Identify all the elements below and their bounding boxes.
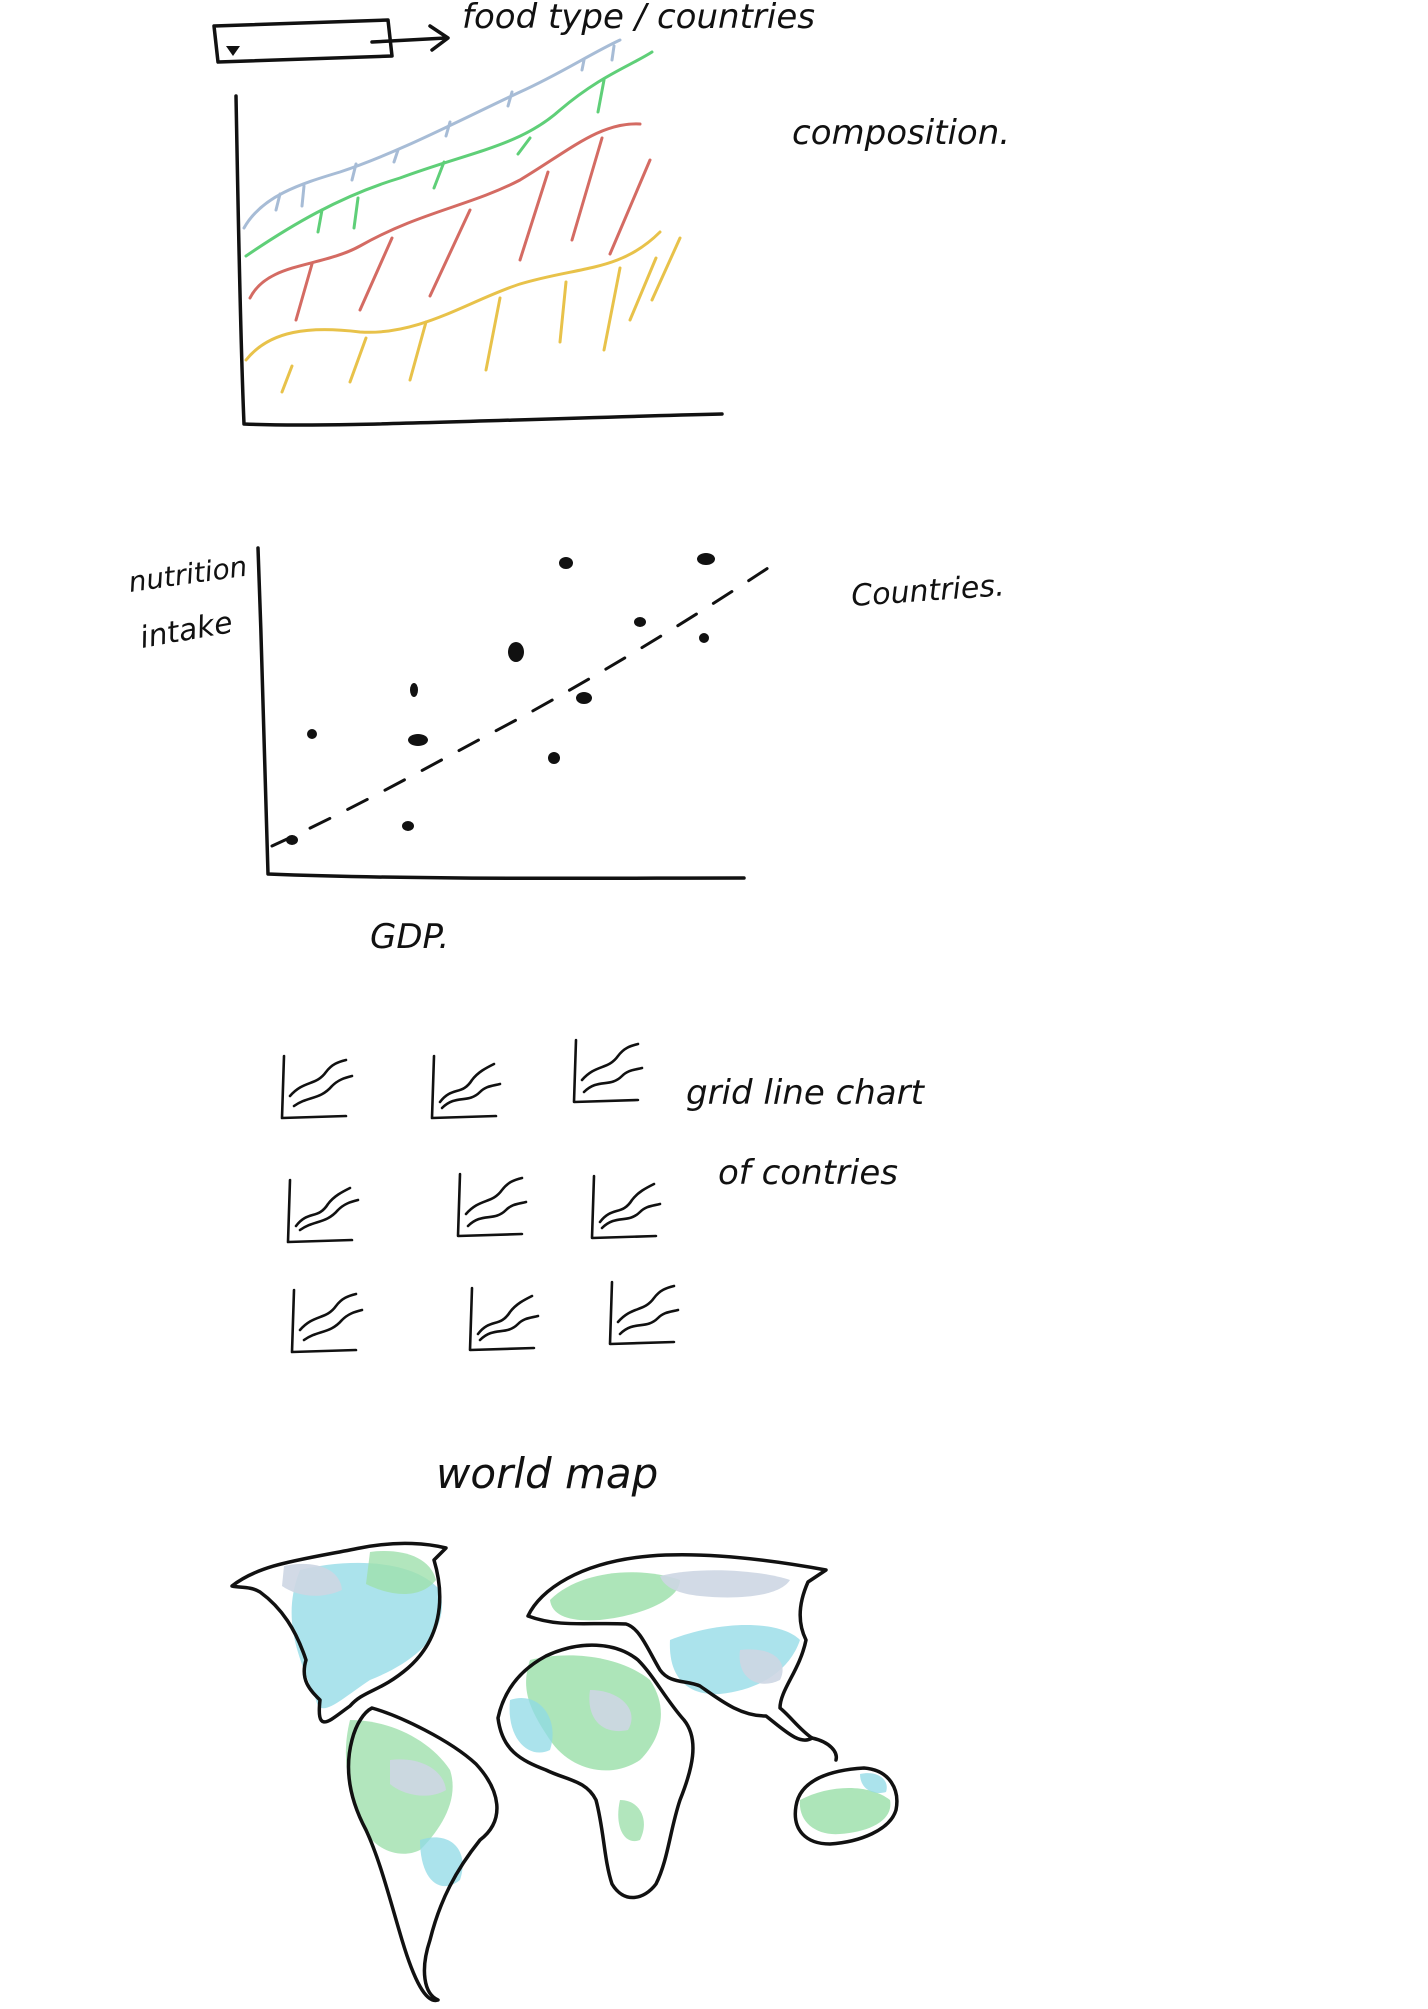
north-america-outline — [230, 1541, 448, 1724]
dropdown-box[interactable] — [212, 18, 394, 64]
continent-north-america — [230, 1541, 448, 1724]
scatter-point — [699, 633, 709, 643]
eurasia-outline — [526, 1553, 828, 1742]
layer-blue — [242, 38, 622, 230]
eurasia-peninsula — [810, 1736, 839, 1762]
stacked-axes — [234, 94, 724, 427]
scatter-sketch: nutrition intake GDP. Countries. — [126, 546, 1006, 957]
composition-annotation: composition. — [792, 113, 1010, 153]
mini-line-chart-icon — [456, 1172, 528, 1238]
grid-annotation-line2: of contries — [718, 1153, 898, 1193]
dropdown-caret-icon — [226, 46, 240, 56]
scatter-point — [402, 821, 414, 831]
map-title: world map — [436, 1449, 658, 1498]
mini-line-chart-icon — [608, 1280, 680, 1346]
australia-outline — [793, 1766, 899, 1846]
layer-red — [248, 122, 642, 300]
south-america-outline — [346, 1706, 499, 2003]
mini-line-chart-icon — [280, 1054, 354, 1120]
scatter-axes — [256, 546, 746, 881]
scatter-points — [286, 553, 715, 845]
layer-yellow — [244, 230, 662, 362]
scatter-point — [408, 734, 428, 746]
mini-line-chart-icon — [430, 1054, 502, 1120]
scatter-point — [634, 617, 646, 627]
scatter-point — [697, 553, 715, 565]
stacked-area-sketch: food type / countries composit — [212, 0, 1010, 427]
scatter-point — [559, 557, 573, 569]
countries-annotation: Countries. — [850, 568, 1005, 614]
grid-annotation-line1: grid line chart — [686, 1073, 926, 1113]
arrow-right-icon — [370, 24, 450, 52]
x-axis-label: GDP. — [370, 917, 449, 957]
mini-line-chart-icon — [290, 1288, 364, 1354]
world-map-sketch: world map — [230, 1449, 899, 2003]
scatter-point — [576, 692, 592, 704]
continent-africa — [496, 1643, 695, 1900]
y-axis-label-line2: intake — [137, 605, 235, 656]
dropdown[interactable] — [212, 18, 394, 64]
scatter-point — [286, 835, 298, 845]
layer-green — [244, 50, 654, 258]
africa-outline — [496, 1643, 695, 1900]
continent-australia — [793, 1766, 899, 1846]
small-multiples-grid: grid line chart of contries — [280, 1038, 926, 1354]
continent-eurasia — [526, 1553, 839, 1762]
scatter-point — [508, 642, 524, 662]
mini-line-chart-icon — [468, 1286, 540, 1352]
y-axis-label-line1: nutrition — [126, 550, 249, 599]
scatter-point — [410, 683, 418, 697]
dropdown-label: food type / countries — [462, 0, 815, 37]
mini-line-chart-icon — [286, 1178, 360, 1244]
scatter-point — [548, 752, 560, 764]
mini-line-chart-icon — [572, 1038, 644, 1104]
mini-line-chart-icon — [590, 1174, 662, 1240]
scatter-point — [307, 729, 317, 739]
continent-south-america — [345, 1706, 499, 2003]
trend-line — [270, 558, 782, 848]
